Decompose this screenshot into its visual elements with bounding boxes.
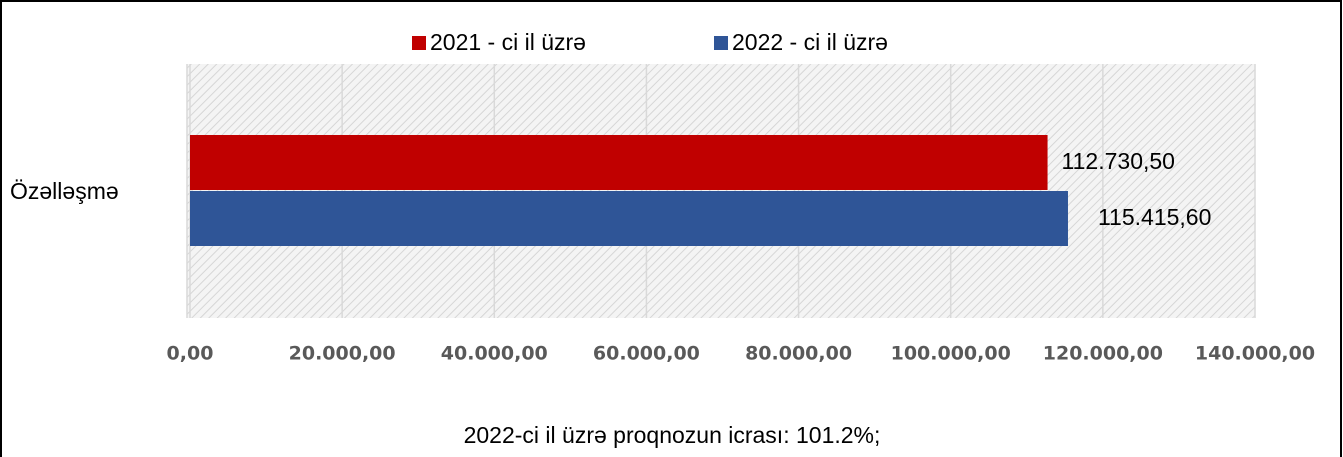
- x-tick-label: 120.000,00: [1043, 343, 1163, 365]
- x-tick-label: 60.000,00: [593, 343, 700, 365]
- value-label: 115.415,60: [1098, 204, 1211, 230]
- x-tick-label: 40.000,00: [441, 343, 548, 365]
- bar: [190, 135, 1048, 190]
- x-tick-label: 100.000,00: [891, 343, 1011, 365]
- legend-label: 2021 - ci il üzrə: [430, 29, 586, 55]
- x-tick-label: 0,00: [167, 343, 214, 365]
- annotation: 2022-ci il üzrə proqnozun icrası: 101.2%…: [464, 422, 881, 448]
- legend-swatch: [412, 36, 426, 50]
- y-tick-label: Özəlləşmə: [10, 178, 119, 204]
- bar: [190, 191, 1068, 246]
- x-tick-label: 140.000,00: [1195, 343, 1315, 365]
- x-tick-label: 80.000,00: [745, 343, 852, 365]
- x-tick-label: 20.000,00: [289, 343, 396, 365]
- value-label: 112.730,50: [1062, 148, 1175, 174]
- legend-swatch: [714, 36, 728, 50]
- legend-label: 2022 - ci il üzrə: [732, 29, 888, 55]
